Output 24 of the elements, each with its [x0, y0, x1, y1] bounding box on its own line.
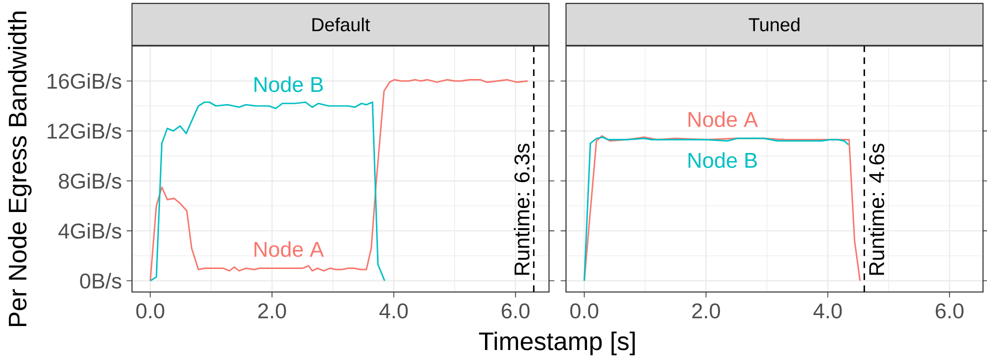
- y-tick-label: 8GiB/s: [58, 173, 122, 189]
- series-label: Node B: [688, 152, 757, 168]
- ref-line-label: Runtime: 4.6s: [868, 144, 884, 275]
- x-tick-label: 2.0: [692, 303, 720, 318]
- y-tick-label: 16GiB/s: [48, 73, 122, 89]
- x-tick-label: 0.0: [570, 303, 598, 318]
- x-tick-label: 6.0: [936, 303, 964, 318]
- x-tick-label: 0.0: [136, 303, 164, 318]
- y-tick-label: 12GiB/s: [48, 123, 122, 139]
- series-label: Node B: [254, 76, 323, 92]
- chart-title: Tuned: [748, 18, 800, 32]
- x-tick-label: 6.0: [502, 303, 530, 318]
- y-tick-label: 4GiB/s: [58, 222, 122, 239]
- ref-line-label: Runtime: 6.3s: [514, 144, 530, 275]
- x-tick-label: 2.0: [258, 303, 286, 318]
- x-tick-label: 4.0: [379, 303, 408, 318]
- x-axis-title: Timestamp [s]: [479, 332, 635, 356]
- series-label: Node A: [688, 111, 758, 128]
- series-label: Node A: [254, 241, 324, 257]
- line-series: [150, 101, 386, 282]
- y-axis-title: Per Node Egress Bandwidth: [8, 12, 32, 326]
- chart-title: Default: [312, 18, 370, 32]
- x-tick-label: 4.0: [813, 303, 842, 318]
- y-tick-label: 0B/s: [80, 272, 122, 289]
